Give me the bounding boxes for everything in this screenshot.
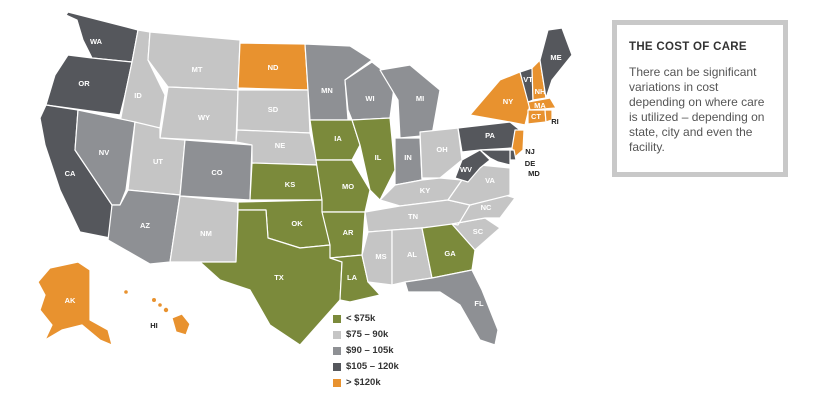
info-title: THE COST OF CARE: [629, 41, 747, 53]
state-label-mn: MN: [321, 86, 333, 95]
state-ga: [421, 223, 476, 279]
state-label-ok: OK: [291, 219, 303, 228]
state-label-mt: MT: [192, 65, 203, 74]
legend-label: > $120k: [346, 377, 381, 388]
state-label-or: OR: [78, 79, 90, 88]
state-label-pa: PA: [485, 131, 495, 140]
us-cost-map: WA OR CA ID NV MT WY UT AZ CO NM ND SD N…: [37, 11, 573, 346]
state-label-nc: NC: [481, 203, 492, 212]
legend-label: $105 – 120k: [346, 361, 399, 372]
state-label-ma: MA: [534, 101, 546, 110]
state-nj: [511, 129, 525, 159]
legend-swatch: [333, 330, 341, 339]
legend-label: $90 – 105k: [346, 345, 394, 356]
state-label-mi: MI: [416, 94, 424, 103]
state-label-ar: AR: [343, 228, 354, 237]
hi-island: [158, 303, 162, 307]
state-me: [539, 27, 573, 99]
state-label-ks: KS: [285, 180, 295, 189]
state-label-al: AL: [407, 250, 417, 259]
state-label-va: VA: [485, 176, 495, 185]
state-label-az: AZ: [140, 221, 150, 230]
state-label-in: IN: [404, 153, 412, 162]
state-label-me: ME: [550, 53, 561, 62]
state-or: [45, 54, 133, 116]
state-label-oh: OH: [436, 145, 447, 154]
state-hi: [171, 313, 191, 336]
state-tx: [199, 209, 343, 346]
legend-item: $90 – 105k: [333, 344, 399, 357]
legend-swatch: [333, 346, 341, 355]
state-label-nd: ND: [268, 63, 279, 72]
state-label-wi: WI: [365, 94, 374, 103]
state-label-md: MD: [528, 169, 540, 178]
state-ia: [309, 119, 361, 161]
legend-label: $75 – 90k: [346, 329, 389, 340]
state-label-fl: FL: [474, 299, 484, 308]
legend-label: < $75k: [346, 313, 376, 324]
state-label-ri: RI: [551, 117, 559, 126]
state-ri: [544, 109, 553, 123]
state-label-ct: CT: [531, 112, 541, 121]
info-body: There can be significant variations in c…: [629, 65, 765, 154]
state-ak: [37, 261, 113, 346]
legend-swatch: [333, 378, 341, 387]
hi-island: [163, 307, 169, 313]
state-ny: [469, 71, 531, 126]
state-label-nm: NM: [200, 229, 212, 238]
state-label-ky: KY: [420, 186, 430, 195]
state-label-sc: SC: [473, 227, 484, 236]
state-label-ga: GA: [444, 249, 456, 258]
state-label-sd: SD: [268, 105, 279, 114]
state-label-wy: WY: [198, 113, 210, 122]
state-label-nj: NJ: [525, 147, 535, 156]
state-label-la: LA: [347, 273, 358, 282]
state-mt: [147, 31, 241, 91]
state-ms: [361, 229, 393, 286]
legend-item: > $120k: [333, 376, 399, 389]
state-label-id: ID: [134, 91, 142, 100]
state-label-ms: MS: [375, 252, 386, 261]
state-label-ak: AK: [65, 296, 76, 305]
state-label-hi: HI: [150, 321, 158, 330]
state-ma: [527, 97, 557, 111]
legend-item: $105 – 120k: [333, 360, 399, 373]
state-label-wv: WV: [460, 165, 472, 174]
state-label-ut: UT: [153, 157, 163, 166]
state-label-nh: NH: [535, 87, 546, 96]
state-label-de: DE: [525, 159, 535, 168]
legend-swatch: [333, 362, 341, 371]
state-md: [479, 149, 511, 166]
state-fl: [404, 269, 499, 346]
state-label-tx: TX: [274, 273, 284, 282]
state-label-ne: NE: [275, 141, 285, 150]
state-label-wa: WA: [90, 37, 103, 46]
state-label-ny: NY: [503, 97, 513, 106]
hi-island: [124, 290, 128, 294]
state-label-vt: VT: [523, 75, 533, 84]
state-label-tn: TN: [408, 212, 418, 221]
state-label-ia: IA: [334, 134, 342, 143]
state-label-il: IL: [375, 153, 382, 162]
legend-item: < $75k: [333, 312, 399, 325]
state-label-nv: NV: [99, 148, 109, 157]
state-label-co: CO: [211, 168, 222, 177]
state-label-ca: CA: [65, 169, 76, 178]
legend-item: $75 – 90k: [333, 328, 399, 341]
hi-island: [152, 298, 156, 302]
state-oh: [419, 127, 463, 179]
state-label-mo: MO: [342, 182, 354, 191]
info-box: THE COST OF CARE There can be significan…: [612, 20, 788, 177]
legend: < $75k $75 – 90k $90 – 105k $105 – 120k …: [333, 312, 399, 392]
legend-swatch: [333, 314, 341, 323]
